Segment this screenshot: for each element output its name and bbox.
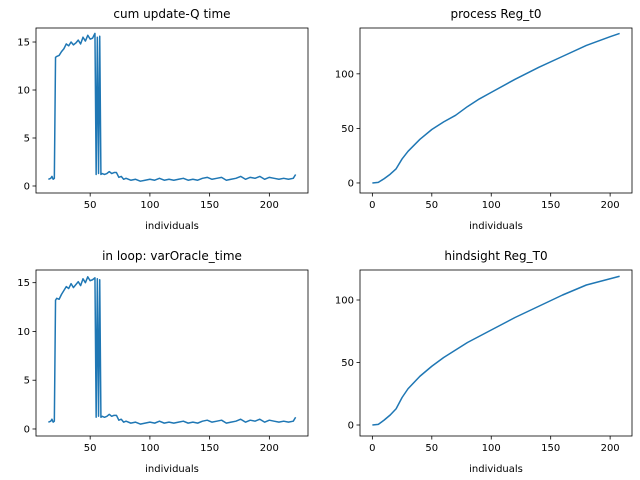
axes-frame [359,269,633,437]
axes-frame [35,269,309,437]
y-tick-label: 15 [17,38,30,49]
y-tick-label: 10 [17,86,30,97]
y-tick-label: 5 [24,134,30,145]
x-tick-label: 150 [200,200,219,211]
x-axis-label: individuals [469,221,523,232]
data-line [372,275,620,426]
x-tick-label: 50 [84,443,97,454]
x-tick-label: 200 [601,200,620,211]
y-tick-label: 100 [335,69,354,80]
x-tick-label: 150 [541,200,560,211]
axes-frame [35,27,309,194]
x-axis-label: individuals [469,464,523,475]
data-line [48,276,297,425]
y-tick-label: 10 [17,327,30,338]
y-tick-label: 0 [24,181,30,192]
x-tick-label: 150 [200,443,219,454]
y-tick-label: 5 [24,376,30,387]
x-tick-label: 100 [140,200,159,211]
subplot-title: hindsight Reg_T0 [444,249,547,263]
y-tick-label: 0 [24,424,30,435]
y-tick-label: 100 [335,296,354,307]
axes-frame [359,27,633,194]
data-line [48,32,297,182]
x-tick-label: 50 [425,200,438,211]
x-tick-label: 0 [369,200,375,211]
x-tick-label: 200 [260,443,279,454]
x-tick-label: 100 [140,443,159,454]
subplot-title: process Reg_t0 [450,7,541,21]
x-axis-label: individuals [145,464,199,475]
subplot-title: cum update-Q time [113,7,230,21]
y-tick-label: 15 [17,278,30,289]
x-axis-label: individuals [145,221,199,232]
x-tick-label: 0 [369,443,375,454]
x-tick-label: 100 [482,443,501,454]
y-tick-label: 50 [341,358,354,369]
x-tick-label: 100 [482,200,501,211]
x-tick-label: 200 [601,443,620,454]
subplot-title: in loop: varOracle_time [102,249,242,263]
y-tick-label: 0 [348,178,354,189]
x-tick-label: 150 [541,443,560,454]
x-tick-label: 200 [260,200,279,211]
y-tick-label: 50 [341,124,354,135]
data-line [372,32,620,184]
y-tick-label: 0 [348,421,354,432]
x-tick-label: 50 [425,443,438,454]
x-tick-label: 50 [84,200,97,211]
